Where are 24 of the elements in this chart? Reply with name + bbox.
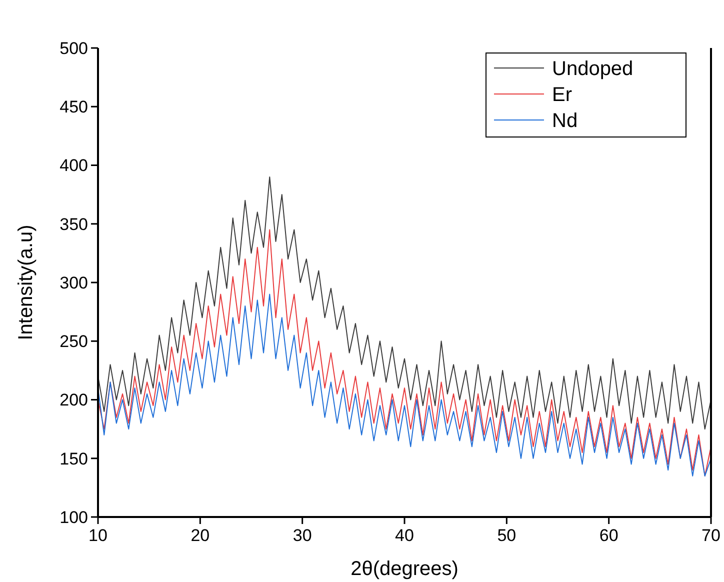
line-series: [98, 176, 711, 430]
y-axis-title: Intensity(a.u): [15, 224, 37, 340]
x-axis-title: 2θ(degrees): [350, 558, 458, 580]
x-tick-label: 40: [395, 526, 414, 545]
x-tick-label: 20: [190, 526, 210, 545]
legend-label: Nd: [552, 110, 578, 132]
line-series: [98, 294, 711, 476]
x-tick-label: 30: [292, 526, 312, 545]
x-tick-label: 60: [599, 526, 618, 545]
line-series: [98, 229, 711, 476]
y-tick-label: 250: [60, 332, 88, 352]
y-tick-label: 150: [60, 449, 88, 468]
y-tick-label: 100: [60, 508, 88, 527]
y-tick-label: 400: [60, 156, 88, 176]
x-tick-label: 70: [702, 526, 720, 545]
y-tick-label: 300: [60, 273, 88, 292]
y-tick-label: 350: [60, 214, 88, 234]
y-tick-label: 200: [60, 390, 88, 410]
y-tick-label: 450: [60, 98, 88, 117]
legend-label: Undoped: [552, 58, 634, 80]
y-tick-label: 500: [60, 38, 88, 58]
legend-label: Er: [552, 84, 572, 106]
x-tick-label: 10: [88, 526, 108, 545]
x-tick-label: 50: [497, 526, 516, 545]
